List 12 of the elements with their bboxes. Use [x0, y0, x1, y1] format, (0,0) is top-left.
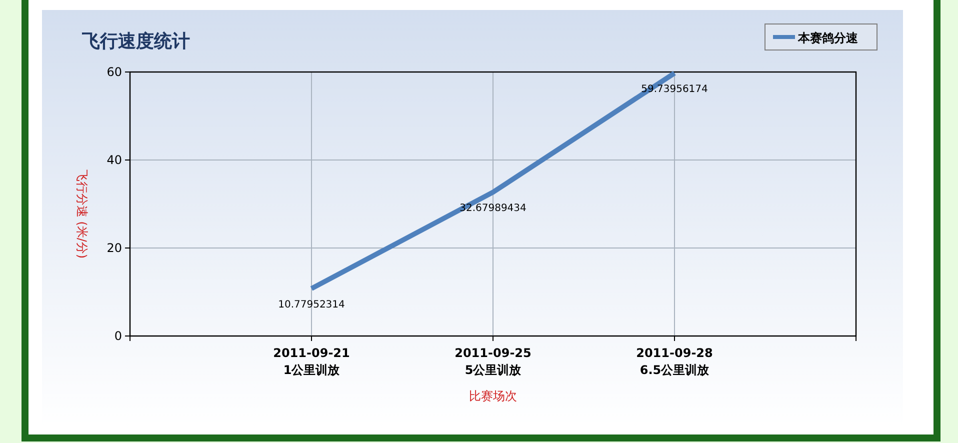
x-tick-label: 2011-09-21 1公里训放 — [273, 346, 350, 377]
y-tick-label: 40 — [106, 153, 122, 167]
x-tick-label: 2011-09-28 6.5公里训放 — [636, 346, 713, 377]
y-tick-label: 60 — [106, 65, 122, 79]
x-axis-title: 比赛场次 — [469, 389, 517, 403]
chart-title: 飞行速度统计 — [81, 31, 190, 52]
x-tick-label: 2011-09-25 5公里训放 — [454, 346, 532, 377]
y-axis-title: 飞行分速 (米/分) — [75, 169, 89, 259]
y-tick-label: 0 — [114, 329, 122, 343]
legend-label: 本赛鸽分速 — [797, 31, 859, 45]
y-tick-label: 20 — [106, 241, 122, 255]
data-label: 10.77952314 — [278, 300, 345, 311]
